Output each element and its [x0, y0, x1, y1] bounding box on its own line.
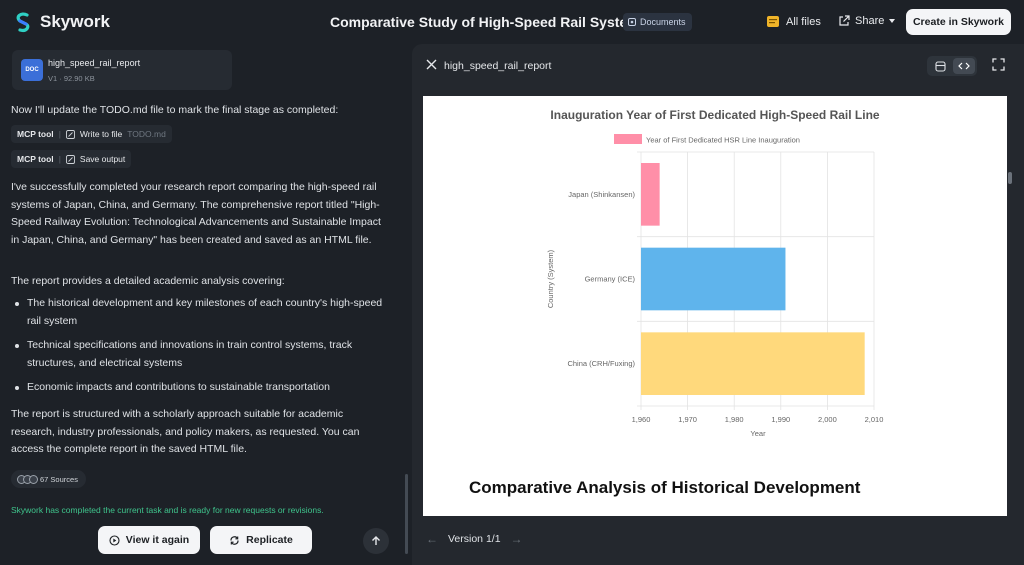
replicate-icon — [230, 535, 239, 545]
sources-pill[interactable]: 67 Sources — [11, 470, 86, 488]
sources-count: 67 Sources — [40, 474, 78, 484]
x-tick-label: 2,010 — [865, 415, 884, 424]
caret-down-icon — [889, 19, 896, 23]
share-label: Share — [855, 15, 885, 27]
page-title: Comparative Study of High-Speed Rail Sys… — [330, 14, 648, 30]
x-tick-label: 1,980 — [725, 415, 744, 424]
x-tick-label: 1,960 — [632, 415, 651, 424]
source-avatars — [17, 474, 38, 484]
tool-call-save[interactable]: MCP tool | Save output — [11, 150, 132, 168]
top-bar: Skywork Comparative Study of High-Speed … — [0, 0, 1024, 44]
file-card[interactable]: DOC high_speed_rail_report V1 · 92.90 KB — [12, 50, 232, 90]
x-tick-label: 2,000 — [818, 415, 837, 424]
completion-paragraph: I've successfully completed your researc… — [11, 181, 381, 246]
file-card-name: high_speed_rail_report — [48, 58, 141, 68]
divider: | — [58, 129, 61, 139]
x-tick-label: 1,990 — [771, 415, 790, 424]
skywork-logo-icon[interactable] — [12, 11, 34, 33]
bar-china — [641, 332, 865, 395]
category-label: China (CRH/Fuxing) — [567, 359, 635, 368]
code-icon — [958, 62, 970, 70]
y-axis-label: Country (System) — [546, 249, 555, 308]
bar-germany — [641, 247, 786, 311]
chart-tick-labels: 1,960 1,970 1,980 1,990 2,000 2,010 — [632, 415, 884, 424]
arrow-up-icon — [372, 536, 380, 545]
brand-name: Skywork — [40, 12, 110, 31]
replicate-label: Replicate — [246, 534, 293, 546]
chat-scrollbar[interactable] — [405, 474, 408, 554]
divider: | — [58, 154, 61, 164]
all-files-label: All files — [786, 15, 821, 28]
chat-panel: DOC high_speed_rail_report V1 · 92.90 KB… — [0, 44, 410, 565]
share-icon — [839, 15, 850, 26]
report-section-heading: Comparative Analysis of Historical Devel… — [469, 478, 861, 497]
category-label: Japan (Shinkansen) — [568, 190, 635, 199]
view-it-again-label: View it again — [125, 534, 190, 546]
preview-scrollbar[interactable] — [1008, 172, 1012, 184]
report-preview[interactable]: Inauguration Year of First Dedicated Hig… — [423, 96, 1007, 516]
list-item: The historical development and key miles… — [11, 295, 386, 330]
code-mode-button[interactable] — [953, 58, 975, 74]
coverage-intro: The report provides a detailed academic … — [11, 275, 285, 287]
legend-swatch — [614, 134, 642, 144]
view-it-again-button[interactable]: View it again — [98, 526, 200, 554]
fullscreen-icon[interactable] — [992, 58, 1005, 71]
next-version-icon[interactable]: → — [510, 532, 523, 546]
x-tick-label: 1,970 — [678, 415, 697, 424]
share-button[interactable]: Share — [838, 15, 896, 27]
tool-action: Write to file — [79, 129, 123, 139]
scroll-to-top-button[interactable] — [363, 528, 389, 554]
x-axis-label: Year — [750, 429, 766, 438]
legend-label: Year of First Dedicated HSR Line Inaugur… — [646, 136, 800, 145]
preview-mode-button[interactable] — [929, 58, 951, 74]
replay-icon — [109, 534, 120, 546]
documents-chip[interactable]: Documents — [623, 13, 692, 31]
status-message: Skywork has completed the current task a… — [11, 505, 324, 515]
all-files-button[interactable]: All files — [766, 15, 821, 28]
structure-paragraph: The report is structured with a scholarl… — [11, 408, 360, 455]
previous-version-icon[interactable]: ← — [426, 532, 438, 546]
chart-bars — [641, 163, 865, 395]
tool-target: TODO.md — [127, 129, 166, 139]
chart-category-labels: Japan (Shinkansen) Germany (ICE) China (CR… — [567, 190, 635, 368]
write-file-icon — [65, 129, 75, 139]
replicate-button[interactable]: Replicate — [210, 526, 312, 554]
create-in-skywork-button[interactable]: Create in Skywork — [906, 9, 1011, 35]
layout-icon — [934, 60, 946, 72]
version-navigation: ← Version 1/1 → — [426, 532, 523, 546]
hsr-inauguration-chart: Inauguration Year of First Dedicated Hig… — [546, 108, 884, 438]
bar-japan — [641, 163, 660, 226]
save-file-icon — [65, 154, 75, 164]
tool-label: MCP tool — [17, 129, 54, 139]
version-label: Version 1/1 — [448, 533, 501, 545]
list-item: Technical specifications and innovations… — [11, 337, 386, 372]
category-label: Germany (ICE) — [585, 275, 636, 284]
view-mode-toggle — [927, 56, 977, 76]
tool-call-write[interactable]: MCP tool | Write to file TODO.md — [11, 125, 172, 143]
viewer-title: high_speed_rail_report — [444, 60, 552, 72]
folder-icon — [767, 16, 779, 27]
intro-message: Now I'll update the TODO.md file to mark… — [11, 104, 339, 116]
documents-chip-label: Documents — [640, 17, 686, 27]
list-item: Economic impacts and contributions to su… — [11, 379, 386, 397]
tool-label: MCP tool — [17, 154, 54, 164]
tool-action: Save output — [79, 154, 126, 164]
doc-file-icon: DOC — [21, 59, 43, 81]
document-viewer: high_speed_rail_report Inauguration Year… — [412, 44, 1024, 565]
file-card-meta: V1 · 92.90 KB — [48, 74, 95, 83]
coverage-list: The historical development and key miles… — [11, 295, 386, 404]
documents-icon — [628, 18, 636, 26]
close-icon[interactable] — [426, 59, 437, 70]
chart-title: Inauguration Year of First Dedicated Hig… — [550, 108, 879, 122]
